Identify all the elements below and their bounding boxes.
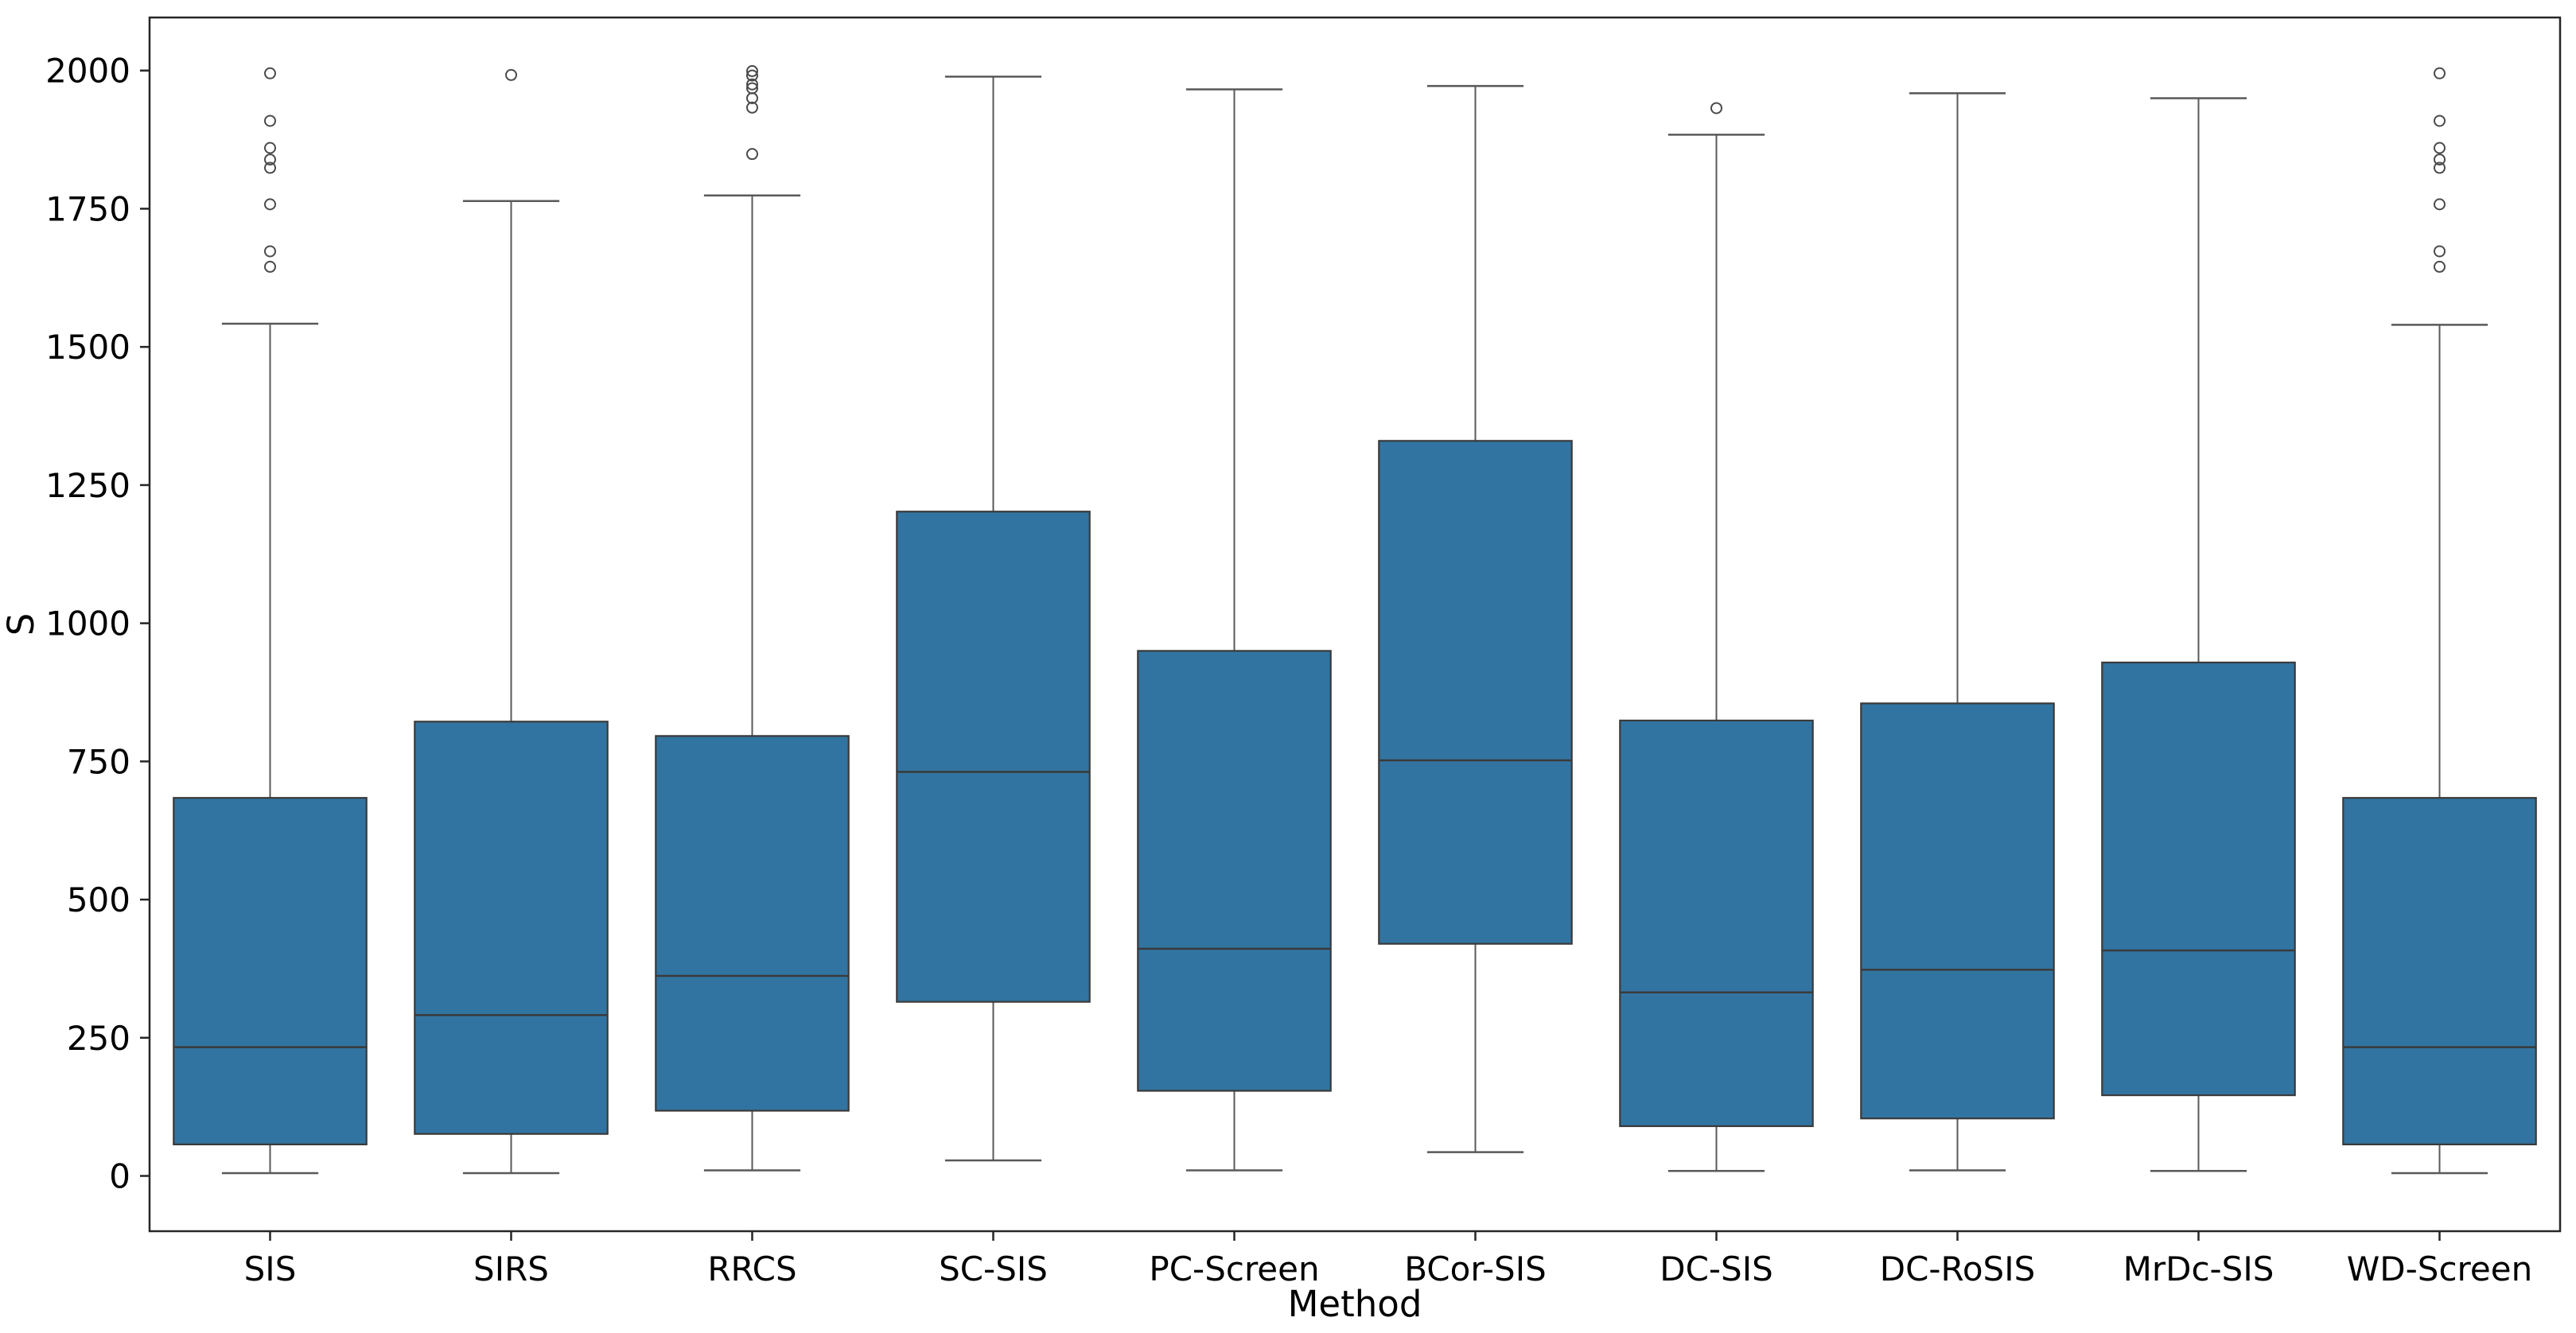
box-WD-Screen: [2342, 797, 2537, 1146]
outlier-RRCS: [746, 78, 758, 91]
outlier-SIS: [264, 115, 276, 127]
outlier-RRCS: [746, 101, 758, 114]
outlier-WD-Screen: [2434, 67, 2446, 80]
outlier-SIS: [264, 245, 276, 258]
x-tick-label-DC-RoSIS: DC-RoSIS: [1880, 1249, 2036, 1288]
x-tick-label-RRCS: RRCS: [707, 1249, 796, 1288]
outlier-DC-SIS: [1710, 102, 1722, 115]
outlier-SIRS: [505, 68, 517, 81]
box-SIRS: [414, 721, 609, 1135]
box-DC-RoSIS: [1860, 702, 2055, 1120]
y-tick-label: 750: [67, 742, 130, 781]
y-tick-label: 2000: [45, 52, 130, 91]
outlier-SIS: [264, 67, 276, 80]
outlier-RRCS: [746, 82, 758, 95]
y-tick-label: 0: [109, 1157, 130, 1196]
box-RRCS: [655, 735, 850, 1112]
y-tick-label: 1250: [45, 466, 130, 505]
outlier-WD-Screen: [2434, 115, 2446, 127]
y-axis-title: S: [0, 613, 42, 636]
outlier-WD-Screen: [2434, 142, 2446, 154]
plot-content: 0 250 500 750 1000 1250 1500 1750 2000 SIS SIRS RRC…: [45, 52, 2537, 1288]
outlier-RRCS: [746, 148, 758, 161]
x-tick-label-SIS: SIS: [244, 1249, 297, 1288]
y-tick-label: 500: [67, 880, 130, 919]
outlier-RRCS: [746, 69, 758, 82]
box-SIS: [173, 797, 368, 1146]
x-axis-title: Method: [1288, 1283, 1422, 1325]
y-tick-label: 1000: [45, 604, 130, 643]
y-tick-label: 250: [67, 1019, 130, 1058]
box-MrDc-SIS: [2101, 661, 2296, 1097]
x-tick-label-WD-Screen: WD-Screen: [2347, 1249, 2532, 1288]
box-DC-SIS: [1619, 719, 1814, 1128]
outlier-SIS: [264, 198, 276, 211]
outlier-WD-Screen: [2434, 161, 2446, 174]
x-tick-label-DC-SIS: DC-SIS: [1660, 1249, 1773, 1288]
outlier-RRCS: [746, 64, 758, 77]
x-tick-label-SC-SIS: SC-SIS: [939, 1249, 1048, 1288]
outlier-SIS: [264, 260, 276, 273]
outlier-WD-Screen: [2434, 260, 2446, 273]
axes-spines: [148, 16, 2562, 1233]
outlier-SIS: [264, 142, 276, 154]
outlier-WD-Screen: [2434, 245, 2446, 258]
x-tick-label-SIRS: SIRS: [473, 1249, 549, 1288]
x-tick-label-BCor-SIS: BCor-SIS: [1404, 1249, 1547, 1288]
y-tick-label: 1750: [45, 189, 130, 228]
outlier-SIS: [264, 161, 276, 174]
outlier-WD-Screen: [2434, 154, 2446, 166]
box-PC-Screen: [1137, 650, 1332, 1092]
outlier-SIS: [264, 154, 276, 166]
outlier-WD-Screen: [2434, 198, 2446, 211]
x-tick-label-MrDc-SIS: MrDc-SIS: [2123, 1249, 2274, 1288]
box-SC-SIS: [896, 511, 1091, 1003]
box-BCor-SIS: [1378, 440, 1573, 945]
x-tick-label-PC-Screen: PC-Screen: [1149, 1249, 1319, 1288]
y-tick-label: 1500: [45, 328, 130, 367]
